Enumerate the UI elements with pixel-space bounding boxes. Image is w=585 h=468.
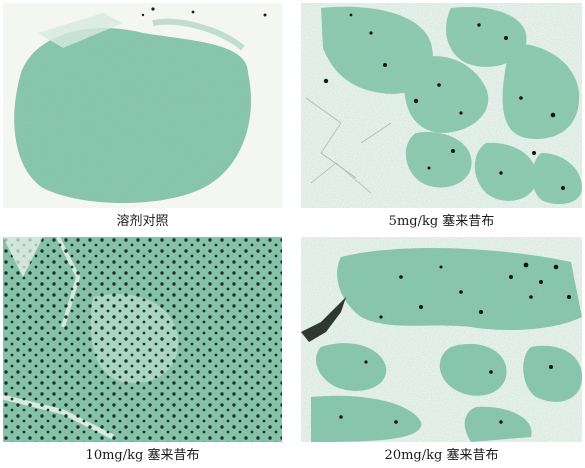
caption-solvent-control: 溶剂对照 xyxy=(116,214,169,229)
caption-20mg-kg: 20mg/kg 塞来昔布 xyxy=(384,448,499,463)
micrograph-10mg-kg xyxy=(3,237,282,442)
micrograph-10mg-kg-image xyxy=(3,237,282,442)
micrograph-20mg-kg-image xyxy=(301,237,582,442)
micrograph-20mg-kg xyxy=(301,237,582,442)
caption-10mg-kg: 10mg/kg 塞来昔布 xyxy=(85,448,200,463)
micrograph-5mg-kg-image xyxy=(301,3,582,208)
micrograph-solvent-control xyxy=(3,3,282,208)
micrograph-5mg-kg xyxy=(301,3,582,208)
caption-5mg-kg: 5mg/kg 塞来昔布 xyxy=(388,214,495,229)
micrograph-solvent-control-image xyxy=(3,3,282,208)
